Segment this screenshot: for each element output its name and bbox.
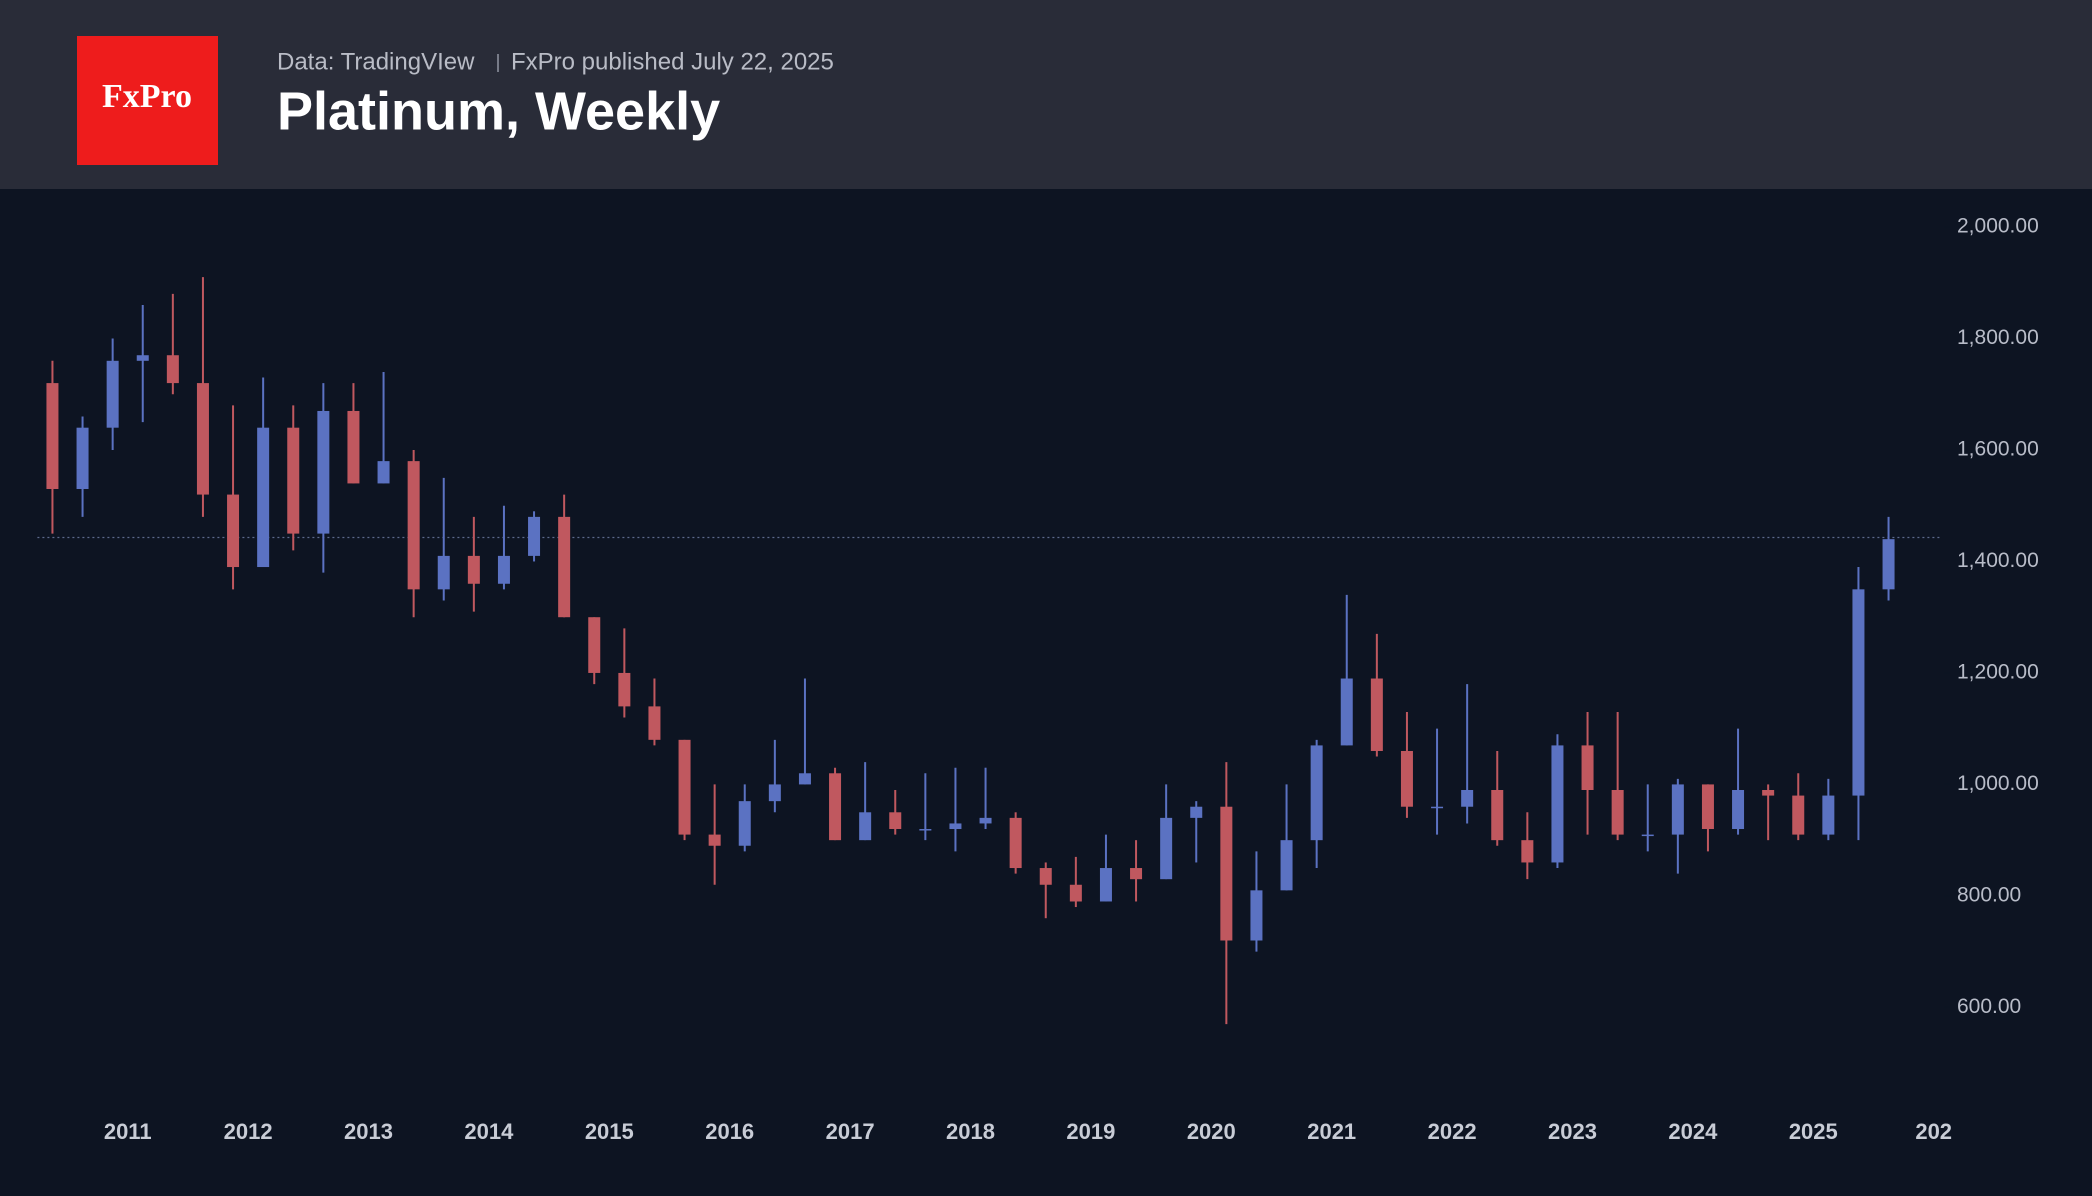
- x-tick-label: 2016: [705, 1119, 754, 1144]
- x-tick-label: 2017: [826, 1119, 875, 1144]
- source: Data: TradingVIew: [277, 48, 475, 75]
- candle-body: [648, 706, 661, 740]
- y-tick-label: 1,600.00: [1957, 438, 2039, 461]
- candle-body: [1130, 868, 1143, 880]
- candle-body: [257, 427, 270, 568]
- y-tick-label: 800.00: [1957, 883, 2021, 906]
- candle-body: [1521, 840, 1534, 863]
- candle-body: [46, 383, 59, 489]
- candle-body: [1039, 868, 1052, 885]
- candle-body: [1009, 817, 1022, 869]
- candle-body: [1220, 806, 1233, 941]
- candle-body: [829, 773, 842, 841]
- candle-body: [196, 383, 209, 495]
- candle-body: [166, 355, 179, 384]
- y-tick-label: 1,000.00: [1957, 772, 2039, 795]
- x-tick-label: 2015: [585, 1119, 634, 1144]
- candle-body: [347, 410, 360, 484]
- candle-body: [1340, 678, 1353, 746]
- candle-body: [1250, 890, 1263, 941]
- candle-body: [798, 773, 811, 785]
- candle-body: [467, 555, 480, 584]
- candle-body: [1069, 884, 1082, 902]
- x-tick-label: 2014: [464, 1119, 514, 1144]
- x-tick-label: 2021: [1307, 1119, 1356, 1144]
- candle-body: [1822, 795, 1835, 835]
- x-tick-label: 2024: [1668, 1119, 1718, 1144]
- candle-body: [1190, 806, 1203, 818]
- x-tick-label: 2011: [104, 1119, 152, 1144]
- candle-body: [1581, 745, 1594, 790]
- candle-body: [1431, 806, 1444, 809]
- x-tick-label: 2022: [1428, 1119, 1477, 1144]
- x-tick-label: 2020: [1187, 1119, 1236, 1144]
- candle-body: [1611, 790, 1624, 835]
- candle-body: [919, 829, 932, 831]
- candle-body: [136, 355, 149, 361]
- candle-body: [588, 617, 601, 673]
- x-tick-label: 2018: [946, 1119, 995, 1144]
- candle-body: [1160, 817, 1173, 880]
- logo-text: FxPro: [102, 78, 192, 115]
- candle-body: [1792, 795, 1805, 835]
- candle-body: [377, 461, 390, 484]
- candle-body: [678, 739, 691, 835]
- candle-body: [1732, 790, 1745, 830]
- y-tick-label: 1,800.00: [1957, 326, 2039, 349]
- candle-body: [1762, 790, 1775, 796]
- candle-body: [949, 823, 962, 830]
- candle-body: [1370, 678, 1383, 751]
- candle-body: [1671, 784, 1684, 835]
- y-tick-label: 1,400.00: [1957, 549, 2039, 572]
- candle-body: [1310, 745, 1323, 841]
- y-tick-label: 2,000.00: [1957, 215, 2039, 238]
- logo: [77, 36, 218, 165]
- candle-body: [618, 672, 631, 707]
- candle-body: [1551, 745, 1564, 863]
- x-tick-label: 2025: [1789, 1119, 1838, 1144]
- candle-body: [1461, 790, 1474, 807]
- candle-body: [979, 817, 992, 824]
- y-tick-label: 600.00: [1957, 995, 2021, 1018]
- candle-body: [1491, 790, 1504, 841]
- candle-body: [76, 427, 89, 489]
- candle-body: [497, 555, 510, 584]
- candle-body: [768, 784, 781, 802]
- chart-title: Platinum, Weekly: [277, 81, 720, 141]
- x-tick-label: 2013: [344, 1119, 393, 1144]
- candle-body: [106, 360, 119, 428]
- candle-body: [738, 801, 751, 846]
- candle-body: [287, 427, 300, 534]
- published: FxPro published July 22, 2025: [511, 48, 834, 75]
- candle-body: [1882, 539, 1895, 590]
- candle-body: [317, 410, 330, 534]
- header-bar: [0, 0, 2092, 189]
- candle-body: [437, 555, 450, 590]
- candle-body: [889, 812, 902, 830]
- candle-body: [1701, 784, 1714, 830]
- candle-body: [528, 516, 541, 556]
- candle-body: [1280, 840, 1293, 891]
- candle-body: [859, 812, 872, 841]
- x-tick-label: 2023: [1548, 1119, 1597, 1144]
- candle-body: [1400, 750, 1413, 807]
- candle-body: [1099, 868, 1112, 902]
- candle-body: [1852, 589, 1865, 796]
- candle-body: [227, 494, 240, 568]
- candle-body: [407, 461, 420, 590]
- x-tick-label: 2012: [224, 1119, 273, 1144]
- candle-body: [708, 834, 721, 846]
- x-tick-label: 202: [1915, 1119, 1952, 1144]
- candle-body: [558, 516, 571, 618]
- candle-body: [1641, 834, 1654, 837]
- x-tick-label: 2019: [1066, 1119, 1115, 1144]
- y-tick-label: 1,200.00: [1957, 660, 2039, 683]
